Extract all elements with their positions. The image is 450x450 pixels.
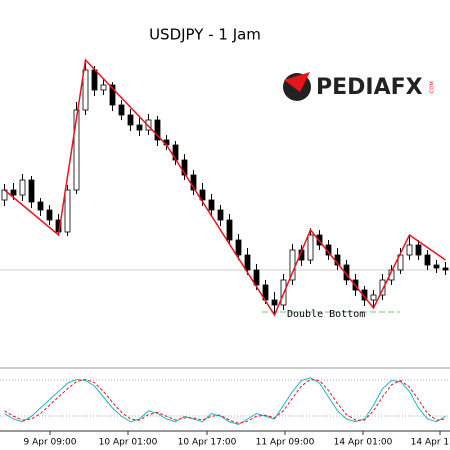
zigzag-line <box>4 58 446 317</box>
candle-body <box>37 201 44 211</box>
candle-body <box>82 69 89 111</box>
candle-body <box>406 244 413 256</box>
x-tick-label: 10 Apr 17:00 <box>178 438 237 448</box>
candle-body <box>73 109 80 191</box>
oscillator-line <box>4 378 446 424</box>
x-tick-label: 14 Apr 01:00 <box>334 438 393 448</box>
x-tick-label: 11 Apr 09:00 <box>256 438 315 448</box>
candle-body <box>145 119 152 131</box>
candle-body <box>217 209 224 221</box>
candle-body <box>64 189 71 233</box>
candle-body <box>379 279 386 296</box>
candle-body <box>208 199 215 211</box>
candle-body <box>118 104 125 116</box>
logo-suffix: .COM <box>430 81 436 94</box>
candle-body <box>370 294 377 301</box>
candle-body <box>235 239 242 256</box>
candle-body <box>442 267 449 271</box>
logo-text: PEDIAFX <box>316 75 423 100</box>
candle-body <box>109 84 116 106</box>
annotation: Double Bottom <box>287 309 365 320</box>
candle-body <box>46 209 53 221</box>
candle-body <box>28 179 35 203</box>
candle-body <box>361 289 368 301</box>
candle-body <box>10 189 17 196</box>
candle-body <box>127 114 134 126</box>
candle-body <box>199 189 206 201</box>
candle-body <box>154 119 161 141</box>
candle-body <box>271 299 278 306</box>
x-tick-label: 10 Apr 01:00 <box>99 438 158 448</box>
candle-body <box>19 179 26 196</box>
candle-body <box>253 269 260 286</box>
logo-icon <box>284 72 310 92</box>
candle-body <box>100 84 107 91</box>
candle-body <box>244 254 251 271</box>
candle-body <box>424 254 431 266</box>
oscillator-line <box>4 377 446 426</box>
candle-body <box>307 234 314 261</box>
candle-body <box>181 159 188 176</box>
candle-body <box>415 244 422 256</box>
candle-body <box>91 69 98 91</box>
x-tick-label: 9 Apr 09:00 <box>24 438 77 448</box>
candle-body <box>226 219 233 241</box>
candle-body <box>136 124 143 131</box>
chart-title: USDJPY - 1 Jam <box>149 26 261 44</box>
x-tick-label: 14 Apr 17:00 <box>411 438 450 448</box>
candle-body <box>397 254 404 271</box>
logo: PEDIAFX .COM <box>283 72 436 101</box>
candle-body <box>433 264 440 269</box>
